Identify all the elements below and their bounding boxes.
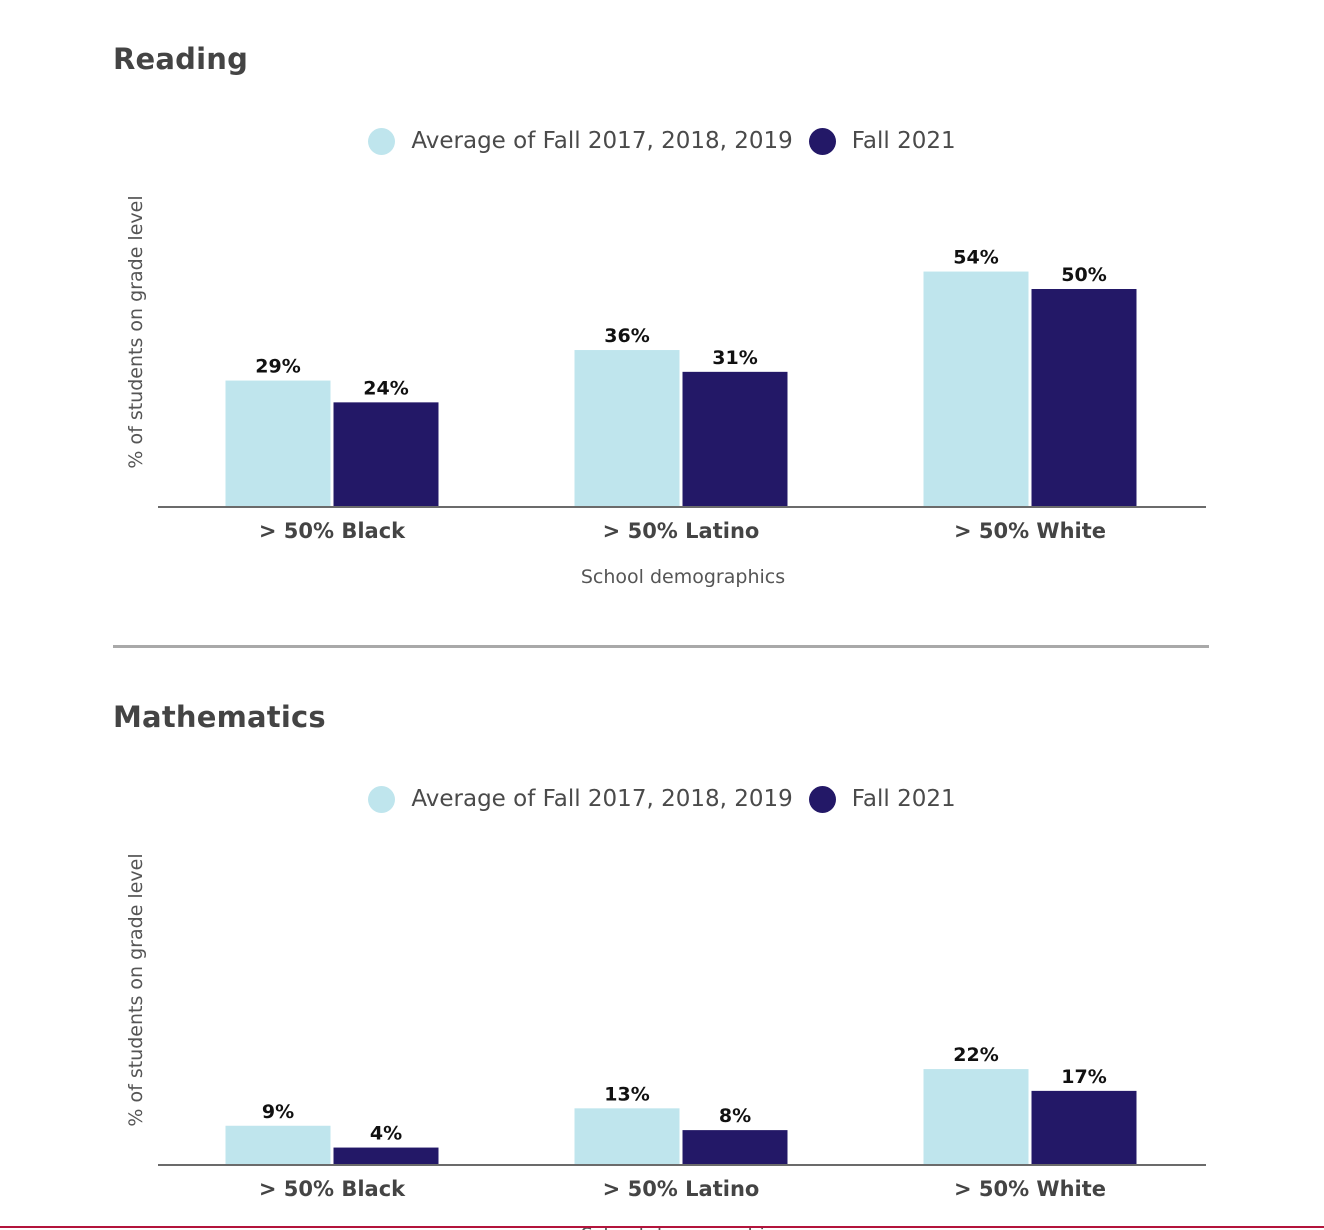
legend-item-fall-2021[interactable]: Fall 2021 bbox=[808, 127, 956, 155]
legend-swatch-fall-2021 bbox=[808, 785, 836, 813]
y-axis-title: % of students on grade level bbox=[125, 195, 147, 468]
legend-swatch-baseline bbox=[368, 127, 396, 155]
bar-baseline[interactable] bbox=[923, 1069, 1029, 1165]
legend-label-fall-2021: Fall 2021 bbox=[851, 786, 956, 812]
mathematics-legend: Average of Fall 2017, 2018, 2019 Fall 20… bbox=[0, 779, 1324, 819]
x-tick-label: > 50% White bbox=[954, 519, 1106, 543]
bar-fall-2021[interactable] bbox=[1031, 289, 1137, 507]
section-divider bbox=[113, 645, 1209, 648]
bar-value-label: 24% bbox=[363, 377, 408, 399]
x-tick-label: > 50% Black bbox=[259, 1177, 406, 1201]
legend-label-fall-2021: Fall 2021 bbox=[851, 128, 956, 154]
footer-rule bbox=[0, 1226, 1324, 1228]
bar-value-label: 50% bbox=[1061, 264, 1106, 286]
bar-baseline[interactable] bbox=[574, 1108, 680, 1165]
bar-fall-2021[interactable] bbox=[682, 371, 788, 507]
legend-item-fall-2021[interactable]: Fall 2021 bbox=[808, 785, 956, 813]
bar-value-label: 29% bbox=[255, 356, 300, 378]
bar-fall-2021[interactable] bbox=[682, 1130, 788, 1165]
legend-swatch-fall-2021 bbox=[808, 127, 836, 155]
legend-item-baseline[interactable]: Average of Fall 2017, 2018, 2019 bbox=[368, 785, 793, 813]
reading-chart: % of students on grade level 29% 24% > 50% … bbox=[125, 195, 1206, 588]
bar-fall-2021[interactable] bbox=[1031, 1090, 1137, 1165]
bar-value-label: 4% bbox=[370, 1123, 402, 1145]
bar-value-label: 9% bbox=[262, 1101, 294, 1123]
bar-baseline[interactable] bbox=[574, 350, 680, 507]
bar-value-label: 31% bbox=[712, 347, 757, 369]
y-axis-title: % of students on grade level bbox=[125, 853, 147, 1126]
x-axis-title: School demographics bbox=[581, 566, 785, 588]
bar-baseline[interactable] bbox=[225, 380, 331, 507]
bar-value-label: 36% bbox=[604, 325, 649, 347]
x-tick-label: > 50% Latino bbox=[603, 519, 760, 543]
bar-baseline[interactable] bbox=[225, 1125, 331, 1165]
reading-title: Reading bbox=[113, 42, 249, 76]
bar-value-label: 8% bbox=[719, 1105, 751, 1127]
legend-swatch-baseline bbox=[368, 785, 396, 813]
bar-value-label: 17% bbox=[1061, 1066, 1106, 1088]
bar-value-label: 13% bbox=[604, 1083, 649, 1105]
legend-item-baseline[interactable]: Average of Fall 2017, 2018, 2019 bbox=[368, 127, 793, 155]
legend-label-baseline: Average of Fall 2017, 2018, 2019 bbox=[411, 786, 793, 812]
x-tick-label: > 50% Black bbox=[259, 519, 406, 543]
x-tick-label: > 50% Latino bbox=[603, 1177, 760, 1201]
x-tick-label: > 50% White bbox=[954, 1177, 1106, 1201]
bar-baseline[interactable] bbox=[923, 271, 1029, 507]
bar-fall-2021[interactable] bbox=[333, 1147, 439, 1165]
legend-label-baseline: Average of Fall 2017, 2018, 2019 bbox=[411, 128, 793, 154]
reading-legend: Average of Fall 2017, 2018, 2019 Fall 20… bbox=[0, 121, 1324, 161]
bar-value-label: 54% bbox=[953, 247, 998, 269]
bar-fall-2021[interactable] bbox=[333, 402, 439, 507]
mathematics-title: Mathematics bbox=[113, 700, 326, 734]
bar-value-label: 22% bbox=[953, 1044, 998, 1066]
